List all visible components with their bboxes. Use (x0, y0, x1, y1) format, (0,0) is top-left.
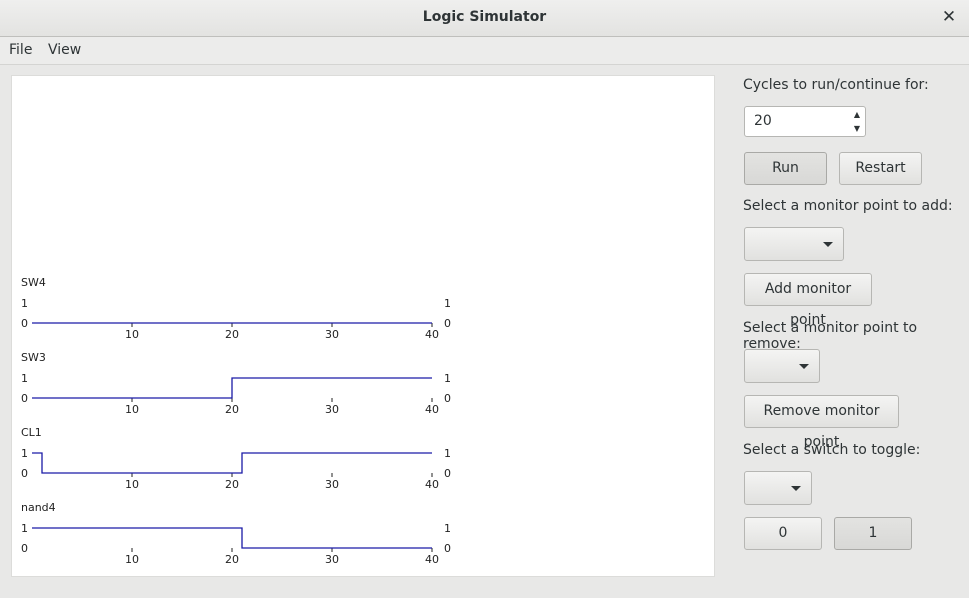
x-tick-label: 40 (425, 553, 439, 566)
x-tick-label: 20 (225, 553, 239, 566)
switch-dropdown[interactable] (744, 471, 812, 505)
x-tick-label: 30 (325, 328, 339, 341)
switch-1-button[interactable]: 1 (834, 517, 912, 550)
add-monitor-label: Select a monitor point to add: (743, 198, 953, 214)
x-tick-label: 10 (125, 403, 139, 416)
remove-monitor-label: Select a monitor point to remove: (743, 320, 918, 352)
signal-name: SW4 (21, 276, 46, 289)
x-tick-label: 20 (225, 478, 239, 491)
switch-toggle-label: Select a switch to toggle: (743, 442, 921, 458)
x-tick-label: 40 (425, 403, 439, 416)
high-level-label: 1 (21, 522, 28, 535)
chevron-down-icon (791, 486, 801, 491)
x-tick-label: 30 (325, 478, 339, 491)
signal-trace-SW3 (32, 377, 432, 399)
cycles-spinbox[interactable]: 20 ▲ ▼ (744, 106, 866, 137)
remove-monitor-dropdown[interactable] (744, 349, 820, 383)
signal-trace-CL1 (32, 452, 432, 474)
low-level-label: 0 (21, 467, 28, 480)
low-level-label: 0 (21, 317, 28, 330)
spin-down-icon[interactable]: ▼ (853, 124, 861, 133)
high-level-label-right: 1 (444, 372, 451, 385)
chevron-down-icon (799, 364, 809, 369)
low-level-label: 0 (21, 542, 28, 555)
x-tick-label: 40 (425, 478, 439, 491)
cycles-label: Cycles to run/continue for: (743, 77, 929, 93)
x-tick-label: 30 (325, 553, 339, 566)
low-level-label: 0 (21, 392, 28, 405)
run-button[interactable]: Run (744, 152, 827, 185)
x-tick-label: 30 (325, 403, 339, 416)
signal-name: SW3 (21, 351, 46, 364)
x-tick-label: 40 (425, 328, 439, 341)
x-tick-label: 10 (125, 553, 139, 566)
menu-file[interactable]: File (9, 42, 33, 58)
menu-bar: File View (0, 37, 969, 65)
high-level-label: 1 (21, 297, 28, 310)
low-level-label-right: 0 (444, 542, 451, 555)
close-icon[interactable]: ✕ (941, 7, 957, 27)
low-level-label-right: 0 (444, 392, 451, 405)
signal-name: nand4 (21, 501, 56, 514)
x-tick-label: 20 (225, 403, 239, 416)
restart-button[interactable]: Restart (839, 152, 922, 185)
cycles-value[interactable]: 20 (754, 113, 772, 129)
window-title: Logic Simulator (422, 9, 547, 25)
high-level-label-right: 1 (444, 522, 451, 535)
menu-view[interactable]: View (48, 42, 82, 58)
low-level-label-right: 0 (444, 317, 451, 330)
high-level-label: 1 (21, 372, 28, 385)
high-level-label-right: 1 (444, 297, 451, 310)
title-bar: Logic Simulator ✕ (0, 0, 969, 37)
signal-trace-canvas[interactable]: SW4 1 0 1 0 10 20 30 40 SW3 1 0 1 0 10 20 30 40 CL1 1 0 1 0 10 2… (11, 75, 715, 577)
remove-monitor-button[interactable]: Remove monitor point (744, 395, 899, 450)
low-level-label-right: 0 (444, 467, 451, 480)
x-tick-label: 20 (225, 328, 239, 341)
add-monitor-dropdown[interactable] (744, 227, 844, 261)
signal-trace-nand4 (32, 527, 432, 549)
x-tick-label: 10 (125, 478, 139, 491)
switch-0-button[interactable]: 0 (744, 517, 822, 550)
spin-up-icon[interactable]: ▲ (853, 110, 861, 119)
x-tick-label: 10 (125, 328, 139, 341)
high-level-label: 1 (21, 447, 28, 460)
signal-name: CL1 (21, 426, 42, 439)
chevron-down-icon (823, 242, 833, 247)
add-monitor-button[interactable]: Add monitor point (744, 273, 872, 328)
high-level-label-right: 1 (444, 447, 451, 460)
